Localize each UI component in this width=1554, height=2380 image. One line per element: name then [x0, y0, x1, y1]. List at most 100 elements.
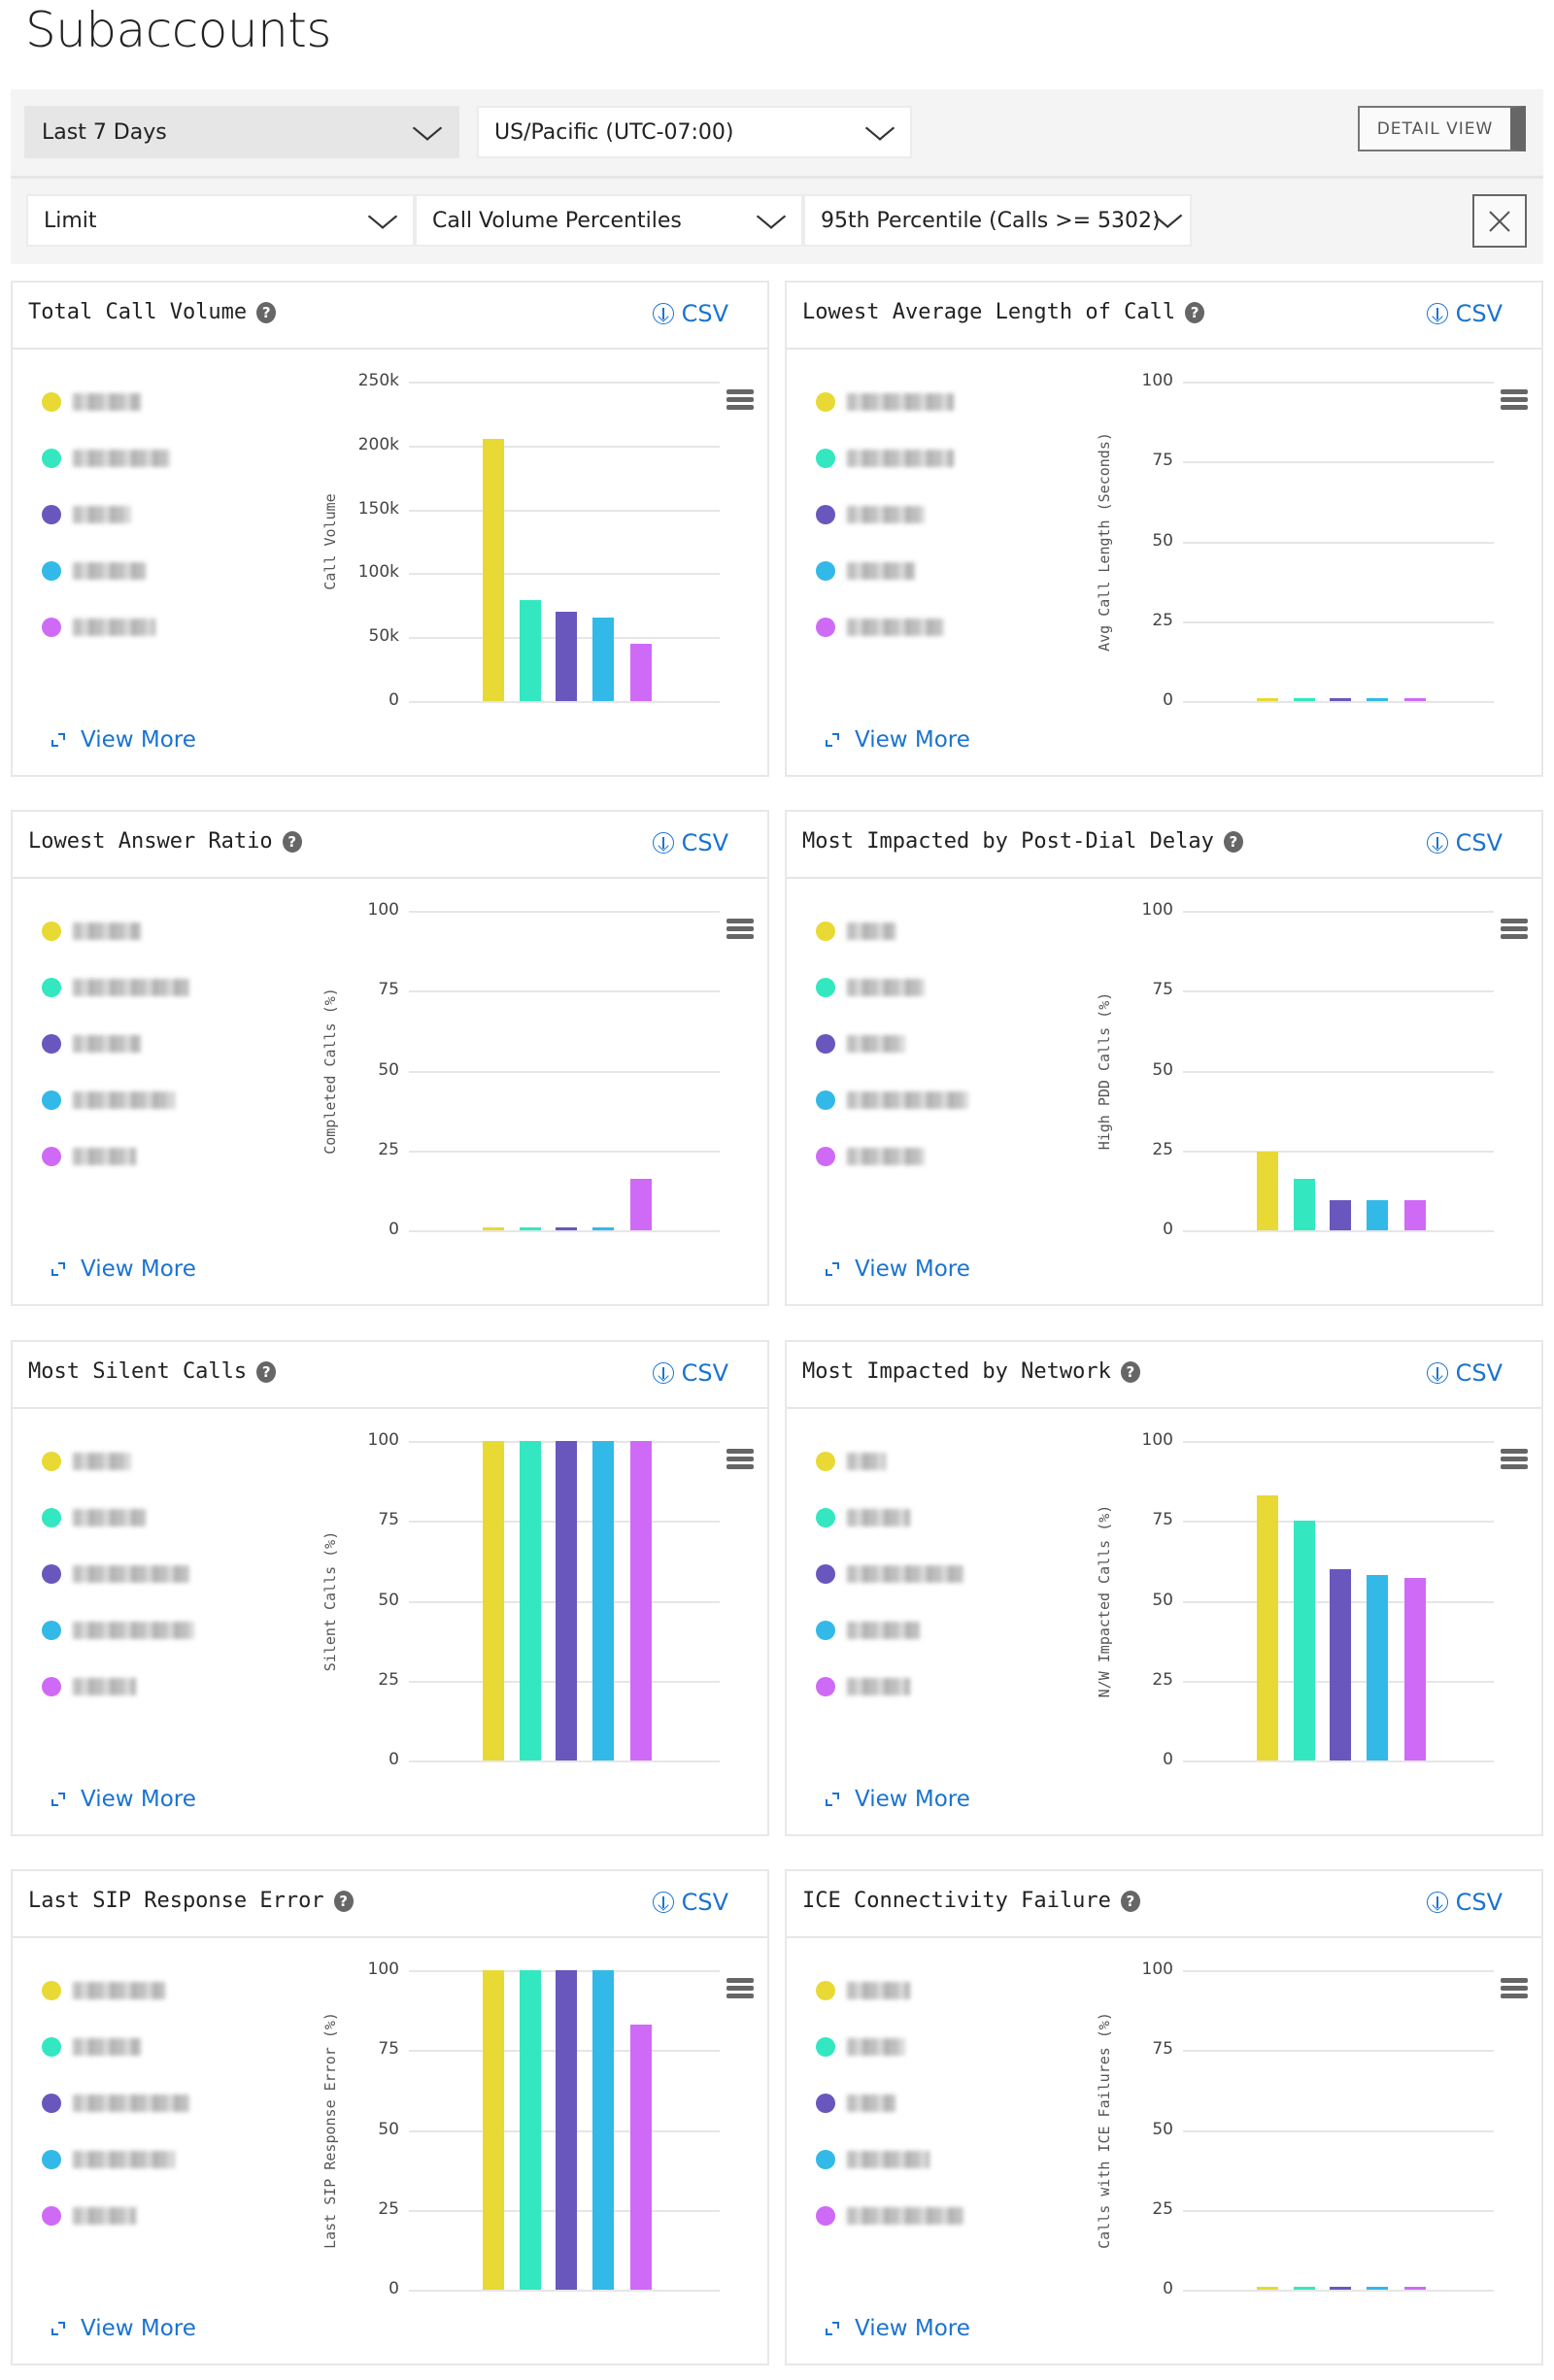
legend-item[interactable] [42, 2037, 141, 2057]
timezone-dropdown[interactable]: US/Pacific (UTC-07:00) [477, 106, 912, 158]
legend-item[interactable] [816, 1621, 920, 1640]
bar[interactable] [556, 1441, 577, 1760]
chart-menu-button[interactable] [726, 1978, 754, 1999]
legend-item[interactable] [816, 1677, 910, 1696]
bar[interactable] [1330, 1568, 1351, 1760]
csv-download-button[interactable]: CSV [1426, 1359, 1503, 1387]
bar[interactable] [520, 600, 541, 701]
help-icon[interactable]: ? [282, 830, 302, 853]
view-more-link[interactable]: View More [51, 2316, 196, 2341]
legend-item[interactable] [42, 2094, 189, 2113]
bar[interactable] [1404, 2286, 1426, 2290]
bar[interactable] [630, 1179, 652, 1230]
csv-download-button[interactable]: CSV [652, 1889, 728, 1916]
bar[interactable] [483, 1226, 504, 1230]
bar[interactable] [556, 1226, 577, 1230]
legend-item[interactable] [816, 1034, 905, 1054]
legend-item[interactable] [816, 2037, 905, 2057]
bar[interactable] [1257, 1494, 1278, 1760]
bar[interactable] [483, 1970, 504, 2290]
bar[interactable] [1257, 697, 1278, 701]
bar[interactable] [1404, 1199, 1426, 1230]
legend-item[interactable] [42, 1981, 165, 2000]
legend-item[interactable] [816, 922, 895, 941]
bar[interactable] [1404, 697, 1426, 701]
legend-item[interactable] [816, 618, 944, 637]
bar[interactable] [1257, 1152, 1278, 1230]
chart-menu-button[interactable] [726, 919, 754, 940]
view-more-link[interactable]: View More [51, 1257, 196, 1282]
view-more-link[interactable]: View More [51, 1787, 196, 1812]
legend-item[interactable] [42, 922, 141, 941]
legend-item[interactable] [816, 1564, 963, 1584]
help-icon[interactable]: ? [1120, 1360, 1140, 1383]
bar[interactable] [592, 1970, 614, 2290]
legend-item[interactable] [42, 1452, 131, 1471]
bar[interactable] [483, 1441, 504, 1760]
legend-item[interactable] [42, 1621, 194, 1640]
detail-view-button[interactable]: DETAIL VIEW [1358, 106, 1526, 151]
bar[interactable] [1294, 1521, 1315, 1760]
chart-menu-button[interactable] [1501, 389, 1528, 411]
view-more-link[interactable]: View More [826, 727, 970, 753]
date-range-dropdown[interactable]: Last 7 Days [24, 106, 459, 158]
legend-item[interactable] [816, 392, 954, 412]
legend-item[interactable] [816, 449, 954, 468]
bar[interactable] [1257, 2286, 1278, 2290]
chart-menu-button[interactable] [1501, 1449, 1528, 1470]
bar[interactable] [1367, 1199, 1388, 1230]
bar[interactable] [520, 1441, 541, 1760]
legend-item[interactable] [816, 2206, 963, 2226]
bar[interactable] [592, 1226, 614, 1230]
limit-dropdown[interactable]: Limit [26, 194, 415, 247]
bar[interactable] [483, 439, 504, 701]
csv-download-button[interactable]: CSV [652, 300, 728, 327]
csv-download-button[interactable]: CSV [652, 829, 728, 856]
percentile-dropdown[interactable]: 95th Percentile (Calls >= 5302) [803, 194, 1192, 247]
bar[interactable] [1330, 697, 1351, 701]
bar[interactable] [630, 643, 652, 701]
legend-item[interactable] [42, 561, 146, 581]
view-more-link[interactable]: View More [826, 1787, 970, 1812]
help-icon[interactable]: ? [1185, 301, 1205, 323]
legend-item[interactable] [42, 392, 141, 412]
legend-item[interactable] [816, 2150, 929, 2169]
legend-item[interactable] [816, 505, 925, 524]
legend-item[interactable] [42, 449, 170, 468]
bar[interactable] [592, 618, 614, 701]
legend-item[interactable] [42, 2150, 175, 2169]
legend-item[interactable] [816, 1981, 910, 2000]
csv-download-button[interactable]: CSV [1426, 1889, 1503, 1916]
legend-item[interactable] [816, 1452, 886, 1471]
bar[interactable] [1367, 2286, 1388, 2290]
legend-item[interactable] [42, 1564, 189, 1584]
help-icon[interactable]: ? [1223, 830, 1243, 853]
bar[interactable] [1330, 2286, 1351, 2290]
legend-item[interactable] [42, 2206, 136, 2226]
chart-menu-button[interactable] [1501, 919, 1528, 940]
legend-item[interactable] [42, 505, 131, 524]
help-icon[interactable]: ? [256, 301, 277, 323]
help-icon[interactable]: ? [333, 1890, 354, 1912]
legend-item[interactable] [816, 1090, 968, 1110]
bar[interactable] [556, 611, 577, 701]
csv-download-button[interactable]: CSV [652, 1359, 728, 1387]
help-icon[interactable]: ? [1120, 1890, 1140, 1912]
legend-item[interactable] [816, 2094, 895, 2113]
clear-filter-button[interactable] [1472, 194, 1527, 248]
bar[interactable] [630, 1441, 652, 1760]
csv-download-button[interactable]: CSV [1426, 829, 1503, 856]
bar[interactable] [1294, 1179, 1315, 1230]
legend-item[interactable] [42, 1677, 136, 1696]
legend-item[interactable] [42, 1508, 146, 1527]
csv-download-button[interactable]: CSV [1426, 300, 1503, 327]
legend-item[interactable] [42, 1034, 141, 1054]
bar[interactable] [1330, 1199, 1351, 1230]
bar[interactable] [1294, 2286, 1315, 2290]
bar[interactable] [1294, 697, 1315, 701]
bar[interactable] [556, 1970, 577, 2290]
legend-item[interactable] [42, 1147, 136, 1166]
bar[interactable] [592, 1441, 614, 1760]
bar[interactable] [1367, 1575, 1388, 1760]
legend-item[interactable] [816, 1508, 910, 1527]
